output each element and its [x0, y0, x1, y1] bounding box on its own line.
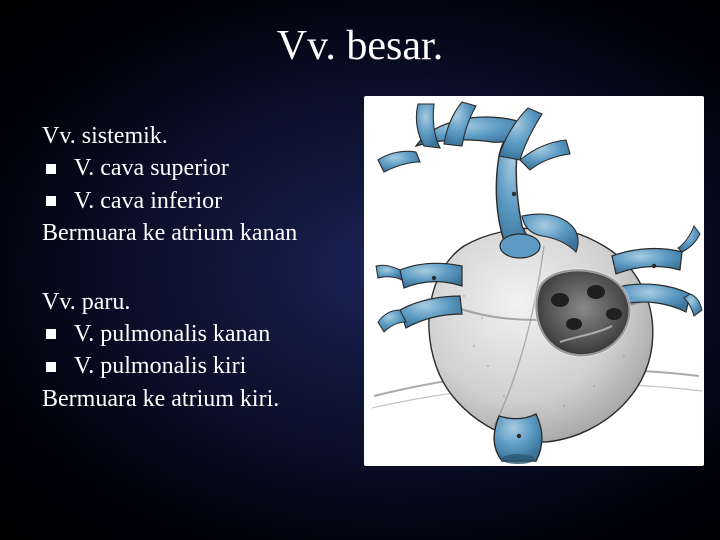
- list-item: V. cava inferior: [42, 185, 362, 217]
- bullet-icon: [46, 164, 56, 174]
- list-item-label: V. pulmonalis kiri: [74, 350, 246, 382]
- section-note: Bermuara ke atrium kanan: [42, 217, 362, 249]
- section-sistemik: Vv. sistemik. V. cava superior V. cava i…: [42, 120, 362, 250]
- bullet-icon: [46, 329, 56, 339]
- bullet-icon: [46, 196, 56, 206]
- page-title: Vv. besar.: [0, 22, 720, 70]
- list-item: V. cava superior: [42, 152, 362, 184]
- section-paru: Vv. paru. V. pulmonalis kanan V. pulmona…: [42, 286, 362, 416]
- section-heading: Vv. paru.: [42, 286, 362, 318]
- list-item-label: V. cava inferior: [74, 185, 222, 217]
- section-note: Bermuara ke atrium kiri.: [42, 383, 362, 415]
- heart-veins-svg: [364, 96, 704, 466]
- list-item: V. pulmonalis kiri: [42, 350, 362, 382]
- content-column: Vv. sistemik. V. cava superior V. cava i…: [42, 120, 362, 451]
- list-item-label: V. cava superior: [74, 152, 229, 184]
- section-heading: Vv. sistemik.: [42, 120, 362, 152]
- list-item-label: V. pulmonalis kanan: [74, 318, 270, 350]
- list-item: V. pulmonalis kanan: [42, 318, 362, 350]
- bullet-icon: [46, 362, 56, 372]
- anatomical-figure: [364, 96, 704, 466]
